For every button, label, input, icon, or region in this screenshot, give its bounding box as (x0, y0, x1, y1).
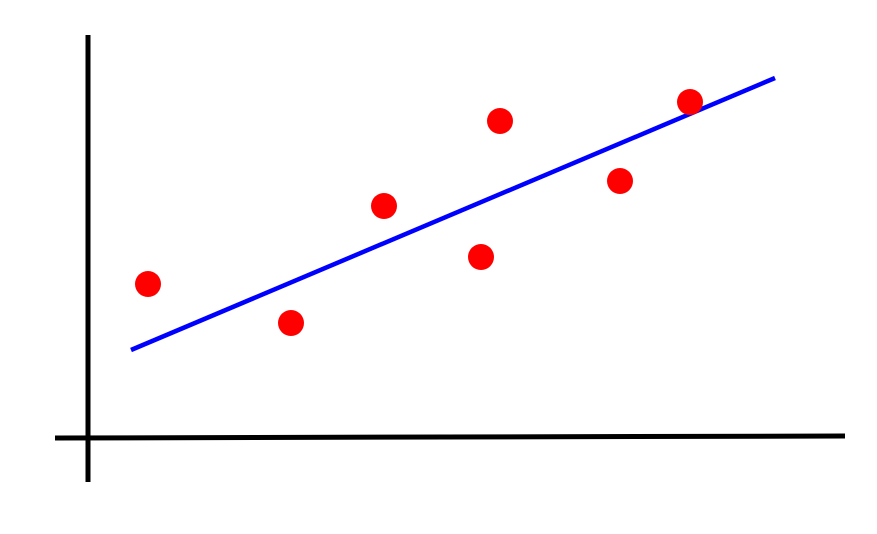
data-point (677, 89, 703, 115)
x-axis (54, 433, 846, 441)
data-point (468, 244, 494, 270)
data-point (487, 108, 513, 134)
data-point (135, 271, 161, 297)
data-points (135, 89, 703, 336)
data-point (278, 310, 304, 336)
trend-line (130, 75, 776, 353)
data-point (371, 193, 397, 219)
data-point (607, 168, 633, 194)
